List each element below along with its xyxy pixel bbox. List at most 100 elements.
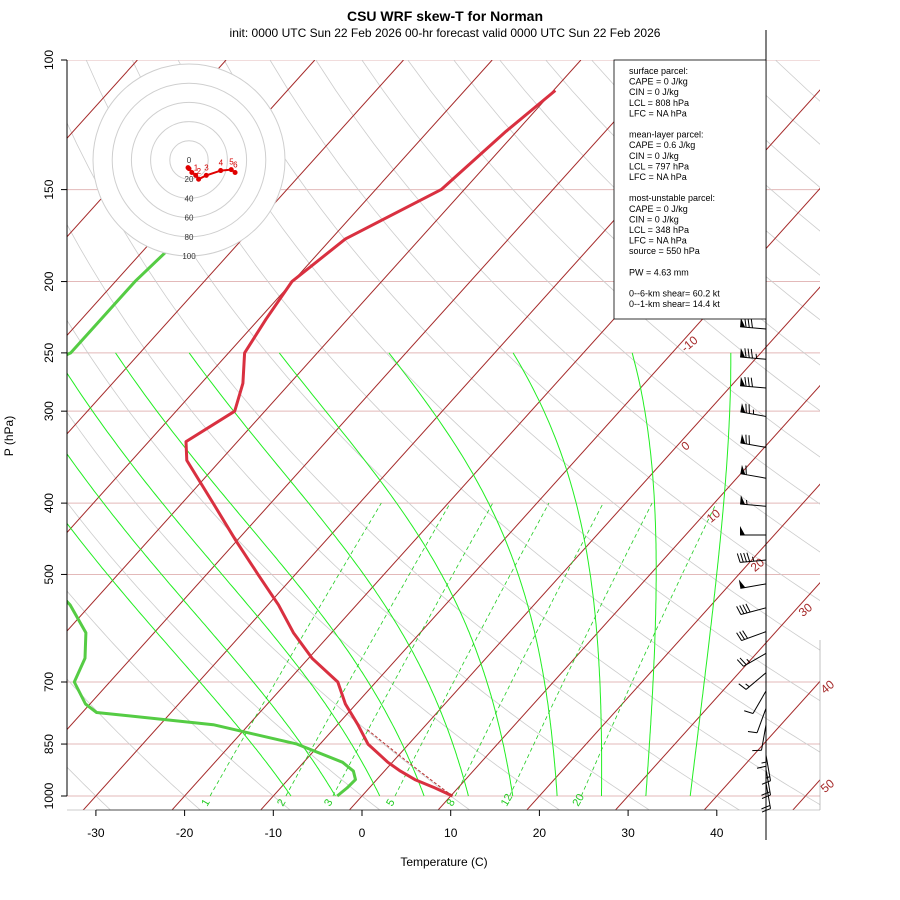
isotherm-line (260, 187, 820, 810)
y-tick-label: 850 (42, 734, 56, 754)
wind-barb-pennant (740, 526, 745, 536)
info-line: LCL = 348 hPa (629, 225, 689, 235)
hodograph-point (203, 172, 209, 178)
wind-barb-pennant (740, 464, 746, 475)
wind-barb (738, 579, 767, 589)
wind-barb-feather (746, 552, 751, 562)
hodograph-ring-label: 100 (182, 252, 196, 261)
wind-barb-feather (761, 804, 771, 810)
dry-adiabat (499, 60, 820, 366)
hodograph-ring-label: 0 (187, 156, 192, 165)
y-tick-label: 250 (42, 343, 56, 363)
y-tick-label: 300 (42, 401, 56, 421)
dry-adiabat (67, 411, 471, 810)
hodograph: 0 20 40 60 80 100 12 3 4 5 6 (92, 63, 286, 261)
wind-barb-staff (745, 672, 767, 690)
dry-adiabat (867, 60, 900, 812)
wind-barb-pennant (740, 403, 746, 413)
hodograph-ring-label: 60 (185, 214, 194, 223)
isotherm-label: 50 (818, 776, 837, 796)
isotherm-line (67, 60, 670, 731)
mixing-ratio-label: 12 (499, 792, 516, 809)
mixing-ratio-label: 5 (384, 797, 397, 808)
wind-barb (752, 724, 767, 752)
wind-barb (740, 317, 767, 330)
wind-barb-pennant (740, 317, 746, 328)
dewpoint-profile (67, 237, 357, 798)
wind-barb-feather (738, 683, 747, 690)
wind-barb-feather (761, 780, 771, 785)
isobar-lines (67, 60, 820, 797)
hodograph-ring-label: 80 (185, 233, 194, 242)
y-tick-label: 500 (42, 564, 56, 584)
hodograph-point (196, 176, 202, 182)
wind-barb-feather (745, 603, 751, 613)
wind-barb-feather (761, 808, 771, 813)
y-tick-label: 400 (42, 493, 56, 513)
mixing-ratio-line (394, 502, 550, 797)
mixing-ratio-line (580, 502, 717, 797)
wind-barb-feather (747, 318, 750, 328)
isotherm-label: 30 (796, 600, 815, 620)
wind-barb-staff (752, 690, 767, 714)
wind-barb-feather (744, 318, 747, 328)
info-line: CIN = 0 J/kg (629, 151, 679, 161)
mixing-ratio-label: 2 (275, 797, 288, 808)
wind-barb (736, 603, 767, 616)
wind-barb-feather (742, 630, 749, 639)
dry-adiabat (361, 60, 820, 505)
wind-barb-feather (747, 348, 750, 358)
dry-adiabat (223, 60, 820, 651)
wind-barb-feather (736, 606, 742, 615)
hodograph-point (232, 169, 238, 175)
hodograph-point-label: 1 (194, 163, 199, 172)
isotherm-label: 0 (678, 438, 692, 453)
wind-barb-pennant (740, 495, 746, 505)
hodograph-background (93, 64, 285, 256)
wind-barb (761, 769, 772, 799)
dry-adiabat (67, 678, 201, 810)
x-tick-label: -20 (176, 826, 194, 840)
mixing-ratio-line (332, 502, 494, 797)
wind-barb-pennant (740, 434, 746, 444)
dry-adiabat (775, 60, 820, 102)
wind-barb-staff (743, 652, 767, 667)
hodograph-point (193, 172, 199, 178)
wind-barb-half-feather (755, 353, 758, 359)
info-line: PW = 4.63 mm (629, 267, 689, 277)
wind-barb-feather (743, 552, 747, 562)
info-line: CAPE = 0 J/kg (629, 204, 688, 214)
info-line: CIN = 0 J/kg (629, 214, 679, 224)
moist-adiabat (67, 453, 336, 797)
wind-barb-half-feather (751, 556, 755, 562)
wind-barb-half-feather (761, 761, 767, 764)
wind-barb (736, 630, 767, 642)
wind-barb (740, 464, 767, 479)
isotherm-line (526, 483, 820, 810)
wind-barb-staff (740, 503, 767, 507)
wind-barb-feather (736, 659, 744, 667)
dry-adiabat (177, 60, 820, 702)
surface-parcel-trace (365, 728, 453, 797)
dry-adiabat (67, 319, 561, 810)
hodograph-trace: 12 3 4 5 6 (185, 158, 238, 182)
moist-adiabat (388, 352, 558, 797)
info-line: mean-layer parcel: (629, 130, 704, 140)
x-tick-label: 10 (444, 826, 458, 840)
y-tick-label: 100 (42, 50, 56, 70)
hodograph-point (218, 168, 224, 174)
wind-barb-staff (765, 769, 772, 796)
dry-adiabat (821, 60, 900, 812)
wind-barb-staff (760, 724, 767, 751)
wind-barb (736, 652, 767, 667)
x-tick-label: 20 (533, 826, 547, 840)
hodograph-ring-label: 20 (185, 175, 194, 184)
wind-barb-feather (761, 791, 771, 796)
moist-adiabat (67, 372, 381, 797)
moist-adiabat (512, 352, 603, 796)
wind-barb-feather (750, 377, 753, 387)
isotherm-line (67, 60, 493, 534)
temperature-profile (184, 89, 557, 798)
